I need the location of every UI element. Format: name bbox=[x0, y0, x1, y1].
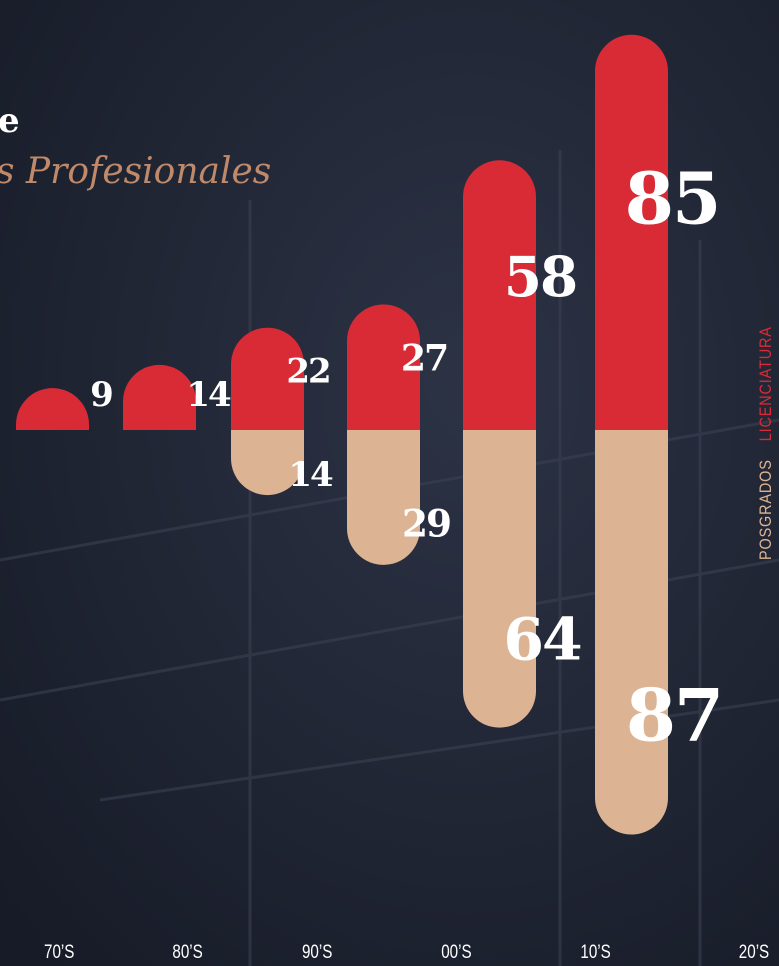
value-label: 64 bbox=[503, 604, 581, 673]
value-label: 22 bbox=[286, 352, 329, 392]
value-label: 14 bbox=[288, 455, 333, 495]
legend-entry: LICENCIATURA bbox=[757, 326, 775, 441]
value-label: 58 bbox=[504, 245, 576, 309]
chart-subtitle: s Profesionales bbox=[0, 151, 271, 192]
x-tick-label: 10’S bbox=[580, 940, 610, 962]
x-tick-label: 90’S bbox=[302, 940, 332, 962]
x-tick-label: 70’S bbox=[44, 940, 74, 962]
bar-licenciatura bbox=[347, 304, 420, 430]
value-label: 9 bbox=[90, 375, 112, 415]
value-label: 85 bbox=[625, 156, 720, 240]
value-label: 29 bbox=[402, 502, 450, 546]
bar-posgrados bbox=[595, 430, 668, 835]
bar-licenciatura bbox=[463, 160, 536, 431]
bar-licenciatura bbox=[16, 388, 89, 430]
bar-posgrados bbox=[347, 430, 420, 565]
bar-licenciatura bbox=[231, 327, 304, 430]
x-tick-label: 20’S bbox=[739, 940, 769, 962]
bar-posgrados bbox=[463, 430, 536, 728]
value-label: 87 bbox=[626, 672, 722, 757]
bar-licenciatura bbox=[123, 364, 196, 430]
bar-licenciatura bbox=[595, 34, 668, 430]
bar-posgrados bbox=[231, 430, 304, 496]
legend-entry: POSGRADOS bbox=[757, 459, 775, 560]
value-label: 27 bbox=[401, 336, 447, 379]
chart-title: e bbox=[0, 101, 20, 141]
value-label: 14 bbox=[186, 375, 231, 415]
x-tick-label: 80’S bbox=[172, 940, 202, 962]
x-tick-label: 00’S bbox=[441, 940, 471, 962]
